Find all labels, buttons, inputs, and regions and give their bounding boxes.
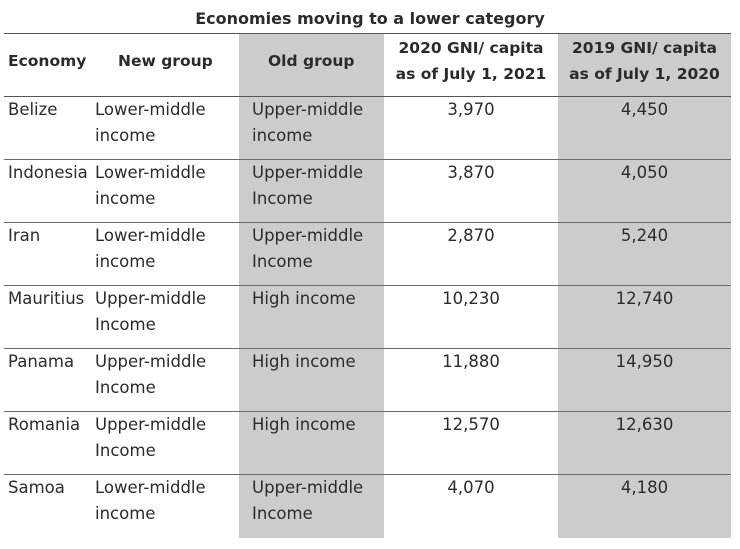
row-divider (4, 348, 731, 349)
cell-gni-2019: 12,630 (615, 415, 674, 434)
cell-new-group: Income (95, 315, 156, 334)
cell-old-group: Upper-middle (252, 478, 364, 497)
header-gni-2019-line2: as of July 1, 2020 (569, 65, 720, 83)
cell-old-group: High income (252, 415, 356, 434)
header-new-group: New group (118, 52, 213, 70)
header-bottom-rule (4, 96, 731, 97)
cell-gni-2019: 5,240 (620, 226, 669, 245)
row-divider (4, 159, 731, 160)
cell-economy: Samoa (8, 478, 65, 497)
header-economy: Economy (8, 52, 87, 70)
cell-gni-2019: 4,180 (620, 478, 669, 497)
cell-new-group: income (95, 252, 156, 271)
cell-new-group: Upper-middle (95, 415, 207, 434)
cell-gni-2020: 2,870 (447, 226, 495, 245)
cell-economy: Indonesia (8, 163, 88, 182)
cell-new-group: Upper-middle (95, 289, 207, 308)
cell-new-group: Lower-middle (95, 226, 206, 245)
cell-gni-2020: 11,880 (442, 352, 500, 371)
cell-gni-2019: 12,740 (615, 289, 674, 308)
cell-gni-2020: 10,230 (442, 289, 500, 308)
cell-new-group: income (95, 189, 156, 208)
cell-gni-2020: 3,970 (447, 100, 495, 119)
cell-old-group: Upper-middle (252, 100, 364, 119)
cell-old-group: Income (252, 252, 313, 271)
header-gni-2020-line1: 2020 GNI/ capita (398, 39, 544, 57)
table-title: Economies moving to a lower category (195, 9, 545, 28)
cell-new-group: Income (95, 441, 156, 460)
cell-old-group: Upper-middle (252, 226, 364, 245)
cell-old-group: High income (252, 289, 356, 308)
cell-gni-2019: 4,450 (620, 100, 669, 119)
row-divider (4, 222, 731, 223)
cell-new-group: Lower-middle (95, 478, 206, 497)
cell-economy: Belize (8, 100, 58, 119)
cell-economy: Romania (8, 415, 81, 434)
cell-old-group: Income (252, 504, 313, 523)
cell-gni-2019: 4,050 (620, 163, 669, 182)
cell-new-group: income (95, 504, 156, 523)
cell-new-group: income (95, 126, 156, 145)
header-old-group: Old group (268, 52, 355, 70)
cell-old-group: Upper-middle (252, 163, 364, 182)
table-top-rule (4, 33, 731, 34)
cell-gni-2020: 4,070 (447, 478, 495, 497)
cell-gni-2019: 14,950 (615, 352, 674, 371)
cell-new-group: Lower-middle (95, 100, 206, 119)
cell-economy: Mauritius (8, 289, 85, 308)
row-divider (4, 474, 731, 475)
cell-old-group: Income (252, 189, 313, 208)
cell-new-group: Lower-middle (95, 163, 206, 182)
row-divider (4, 285, 731, 286)
header-gni-2020-line2: as of July 1, 2021 (395, 65, 547, 83)
cell-old-group: High income (252, 352, 356, 371)
cell-new-group: Upper-middle (95, 352, 207, 371)
cell-gni-2020: 12,570 (442, 415, 500, 434)
cell-economy: Panama (8, 352, 75, 371)
cell-economy: Iran (8, 226, 41, 245)
cell-gni-2020: 3,870 (447, 163, 495, 182)
cell-new-group: Income (95, 378, 156, 397)
header-gni-2019-line1: 2019 GNI/ capita (572, 39, 717, 57)
row-divider (4, 411, 731, 412)
cell-old-group: income (252, 126, 313, 145)
